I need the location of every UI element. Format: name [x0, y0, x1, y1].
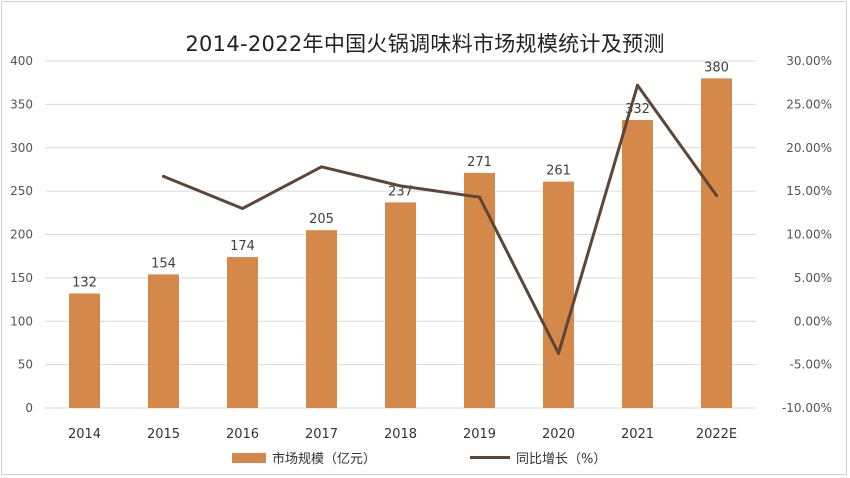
right-axis-tick-label: 0.00%: [794, 314, 832, 328]
legend-item-growth: 同比增长（%）: [470, 448, 606, 467]
growth-point: [162, 174, 165, 178]
x-axis-tick-label: 2021: [621, 427, 654, 442]
bar-data-label: 261: [546, 164, 571, 179]
growth-point: [241, 206, 244, 210]
x-axis-tick-label: 2014: [68, 427, 101, 442]
left-axis-ticks: 0 50 100 150 200 250 300 350 400: [10, 54, 33, 415]
bar: [701, 78, 732, 408]
line-series: [162, 83, 718, 355]
legend-label-market-size: 市场规模（亿元）: [272, 452, 377, 467]
left-axis-tick-label: 50: [18, 358, 33, 372]
bar-data-label: 154: [151, 256, 176, 271]
left-axis-tick-label: 300: [10, 141, 33, 155]
bar-data-label: 174: [230, 239, 255, 254]
x-axis-tick-label: 2019: [463, 427, 496, 442]
legend-item-market-size: 市场规模（亿元）: [232, 448, 376, 467]
x-axis-tick-label: 2016: [226, 427, 259, 442]
x-axis-tick-label: 2015: [147, 427, 180, 442]
bar: [464, 172, 495, 408]
bar-data-label: 271: [467, 155, 492, 170]
bar: [69, 293, 100, 408]
left-axis-tick-label: 350: [10, 97, 33, 111]
right-axis-tick-label: 20.00%: [786, 141, 832, 155]
bar-data-label: 205: [309, 212, 334, 227]
x-axis-tick-label: 2017: [305, 427, 338, 442]
right-axis-tick-label: 30.00%: [786, 54, 832, 68]
right-axis-tick-label: 5.00%: [794, 271, 832, 285]
bar: [543, 181, 574, 408]
left-axis-tick-label: 400: [10, 54, 33, 68]
bar: [385, 202, 416, 408]
left-axis-tick-label: 200: [10, 228, 33, 242]
right-axis-tick-label: 25.00%: [786, 97, 832, 111]
right-axis-tick-label: 15.00%: [786, 184, 832, 198]
legend-label-growth: 同比增长（%）: [516, 452, 607, 467]
bar-data-label: 380: [704, 60, 729, 75]
right-axis-tick-label: -10.00%: [782, 401, 832, 415]
growth-point: [636, 83, 639, 87]
left-axis-tick-label: 100: [10, 314, 33, 328]
growth-point: [478, 195, 481, 199]
x-axis-tick-label: 2018: [384, 427, 417, 442]
legend: 市场规模（亿元） 同比增长（%）: [0, 448, 850, 472]
growth-point: [399, 184, 402, 188]
right-axis-tick-label: 10.00%: [786, 228, 832, 242]
left-axis-tick-label: 0: [25, 401, 33, 415]
right-axis-ticks: -10.00% -5.00% 0.00% 5.00% 10.00% 15.00% 20.00…: [782, 54, 832, 415]
bar-series: [69, 78, 732, 409]
chart-title: 2014-2022年中国火锅调味料市场规模统计及预测: [185, 32, 665, 56]
bar: [227, 257, 258, 408]
bar-data-label: 132: [72, 275, 97, 290]
growth-point: [715, 193, 718, 197]
right-axis-tick-label: -5.00%: [790, 358, 832, 372]
growth-line: [162, 83, 718, 355]
bar: [148, 274, 179, 408]
x-axis-ticks: 2014 2015 2016 2017 2018 2019 2020 2021 2022E: [68, 427, 737, 442]
bar: [622, 119, 653, 409]
growth-point: [320, 165, 323, 169]
x-axis-tick-label: 2022E: [696, 427, 737, 442]
left-axis-tick-label: 250: [10, 184, 33, 198]
bar: [306, 230, 337, 408]
legend-swatch-line: [470, 456, 510, 459]
x-axis-tick-label: 2020: [542, 427, 575, 442]
growth-point: [557, 351, 560, 355]
left-axis-tick-label: 150: [10, 271, 33, 285]
legend-swatch-bar: [232, 452, 266, 463]
